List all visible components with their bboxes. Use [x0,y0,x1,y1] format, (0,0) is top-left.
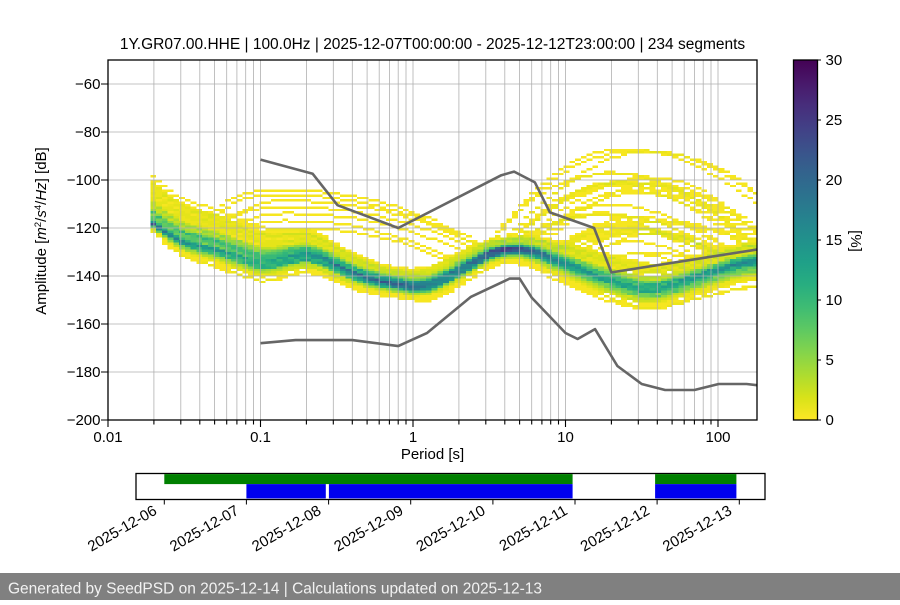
svg-text:1: 1 [409,429,417,446]
svg-text:0: 0 [826,412,834,429]
svg-text:Amplitude [m2/s4/Hz] [dB]: Amplitude [m2/s4/Hz] [dB] [33,147,50,314]
svg-text:Period [s]: Period [s] [401,446,464,463]
svg-text:15: 15 [826,232,843,249]
svg-text:100: 100 [705,429,730,446]
svg-text:−120: −120 [67,220,101,237]
svg-text:−140: −140 [67,268,101,285]
svg-text:20: 20 [826,172,843,189]
svg-text:Generated by SeedPSD on 2025-1: Generated by SeedPSD on 2025-12-14 | Cal… [8,581,542,598]
svg-text:10: 10 [826,292,843,309]
svg-text:30: 30 [826,52,843,69]
svg-text:5: 5 [826,352,834,369]
svg-text:−80: −80 [75,124,100,141]
svg-text:−60: −60 [75,76,100,93]
svg-text:25: 25 [826,112,843,129]
svg-text:−200: −200 [67,412,101,429]
svg-text:[%]: [%] [847,230,864,252]
svg-text:0.01: 0.01 [93,429,122,446]
svg-text:−180: −180 [67,364,101,381]
svg-text:−100: −100 [67,172,101,189]
svg-text:0.1: 0.1 [250,429,271,446]
svg-text:−160: −160 [67,316,101,333]
svg-text:10: 10 [557,429,574,446]
svg-text:1Y.GR07.00.HHE | 100.0Hz | 202: 1Y.GR07.00.HHE | 100.0Hz | 2025-12-07T00… [120,36,746,53]
